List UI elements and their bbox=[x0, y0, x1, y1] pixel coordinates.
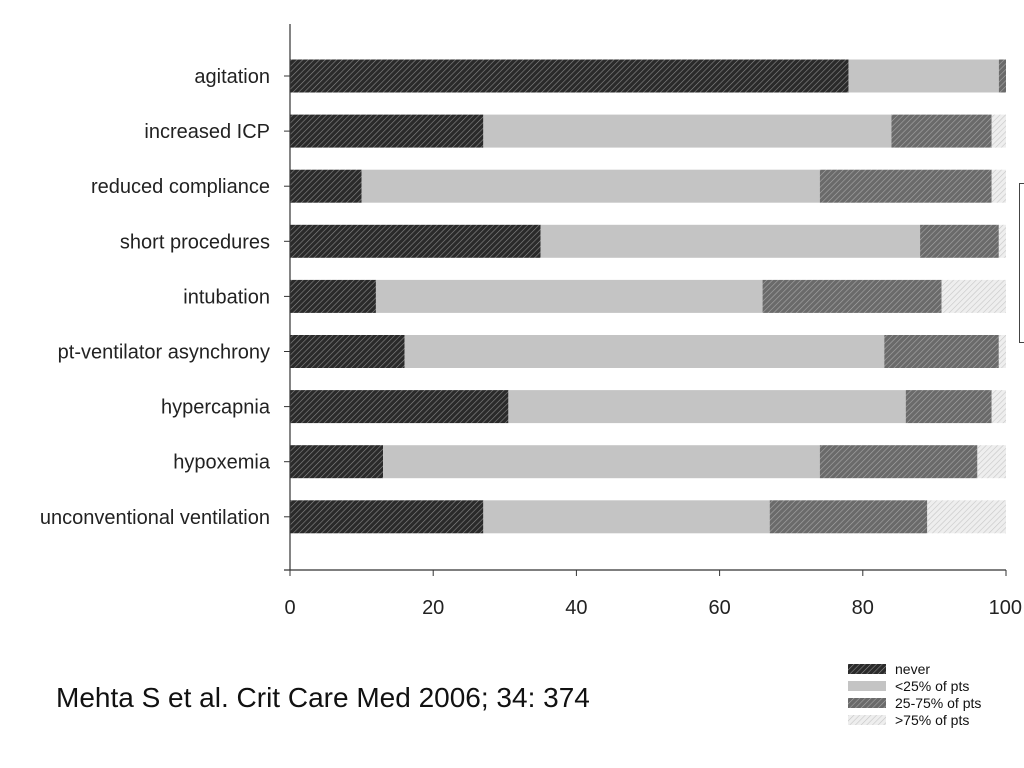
bar-segment-lt25 bbox=[483, 500, 770, 534]
bar-segment-gt75 bbox=[991, 114, 1006, 148]
category-label: short procedures bbox=[120, 231, 270, 253]
category-label: reduced compliance bbox=[91, 176, 270, 198]
bar-segment-lt25 bbox=[540, 224, 921, 258]
bar-segment-never bbox=[290, 335, 405, 368]
x-tick-label: 0 bbox=[284, 597, 295, 619]
bar-segment-never bbox=[290, 224, 541, 258]
category-label: intubation bbox=[183, 286, 270, 308]
legend: never <25% of pts 25-75% of pts >75% of … bbox=[848, 660, 1018, 728]
category-label: pt-ventilator asynchrony bbox=[58, 342, 270, 364]
legend-label: never bbox=[895, 660, 931, 677]
legend-item-25-75: 25-75% of pts bbox=[848, 694, 1018, 711]
bar-segment-lt25 bbox=[375, 279, 763, 313]
legend-label: >75% of pts bbox=[895, 711, 970, 728]
bar-segment-never bbox=[290, 114, 484, 148]
bar-segment-gt75 bbox=[998, 224, 1006, 258]
bar-segment-25-75 bbox=[769, 500, 928, 534]
bar-segment-25-75 bbox=[884, 335, 999, 368]
category-label: increased ICP bbox=[144, 121, 270, 143]
bar-segment-never bbox=[290, 445, 384, 479]
bar-segment-25-75 bbox=[998, 59, 1006, 93]
bar-segment-gt75 bbox=[998, 335, 1006, 368]
bar-segment-lt25 bbox=[848, 59, 999, 93]
citation: Mehta S et al. Crit Care Med 2006; 34: 3… bbox=[56, 682, 590, 713]
legend-swatch-never bbox=[848, 663, 886, 674]
category-label: hypercapnia bbox=[161, 397, 271, 419]
bar-segment-lt25 bbox=[508, 390, 906, 424]
legend-label: <25% of pts bbox=[895, 677, 970, 694]
bar-segment-25-75 bbox=[905, 390, 992, 424]
category-label: hypoxemia bbox=[173, 452, 271, 474]
bar-segment-never bbox=[290, 279, 376, 313]
bar-segment-25-75 bbox=[819, 445, 978, 479]
legend-label: 25-75% of pts bbox=[895, 694, 982, 711]
bar-segment-25-75 bbox=[891, 114, 992, 148]
category-label: unconventional ventilation bbox=[40, 507, 270, 529]
legend-item-lt25: <25% of pts bbox=[848, 677, 1018, 694]
legend-swatch-25-75 bbox=[848, 697, 886, 708]
bar-segment-never bbox=[290, 59, 849, 93]
bar-segment-never bbox=[290, 500, 484, 534]
bar-segment-gt75 bbox=[991, 169, 1006, 203]
bar-segment-gt75 bbox=[941, 279, 1006, 313]
x-tick-label: 80 bbox=[852, 597, 874, 619]
bar-segment-gt75 bbox=[927, 500, 1006, 534]
bar-segment-25-75 bbox=[819, 169, 992, 203]
legend-item-never: never bbox=[848, 660, 1018, 677]
bar-segment-lt25 bbox=[483, 114, 892, 148]
bar-segment-gt75 bbox=[977, 445, 1006, 479]
bar-segment-lt25 bbox=[404, 335, 885, 368]
bar-segment-25-75 bbox=[920, 224, 999, 258]
x-tick-label: 60 bbox=[708, 597, 730, 619]
axis-layer: agitation increased ICP reduced compliance… bbox=[40, 24, 1022, 619]
bar-segment-25-75 bbox=[762, 279, 942, 313]
bar-segment-gt75 bbox=[991, 390, 1006, 424]
legend-swatch-gt75 bbox=[848, 714, 886, 725]
x-tick-label: 40 bbox=[565, 597, 587, 619]
bar-segment-never bbox=[290, 169, 362, 203]
legend-swatch-lt25 bbox=[848, 680, 886, 691]
bar-segment-lt25 bbox=[361, 169, 820, 203]
bars-layer bbox=[290, 59, 1006, 534]
category-label: agitation bbox=[194, 66, 270, 88]
bar-segment-lt25 bbox=[383, 445, 820, 479]
x-tick-label: 100 bbox=[989, 597, 1022, 619]
bar-segment-never bbox=[290, 390, 509, 424]
legend-item-gt75: >75% of pts bbox=[848, 711, 1018, 728]
x-tick-label: 20 bbox=[422, 597, 444, 619]
legend-frame-edge bbox=[1019, 183, 1024, 343]
